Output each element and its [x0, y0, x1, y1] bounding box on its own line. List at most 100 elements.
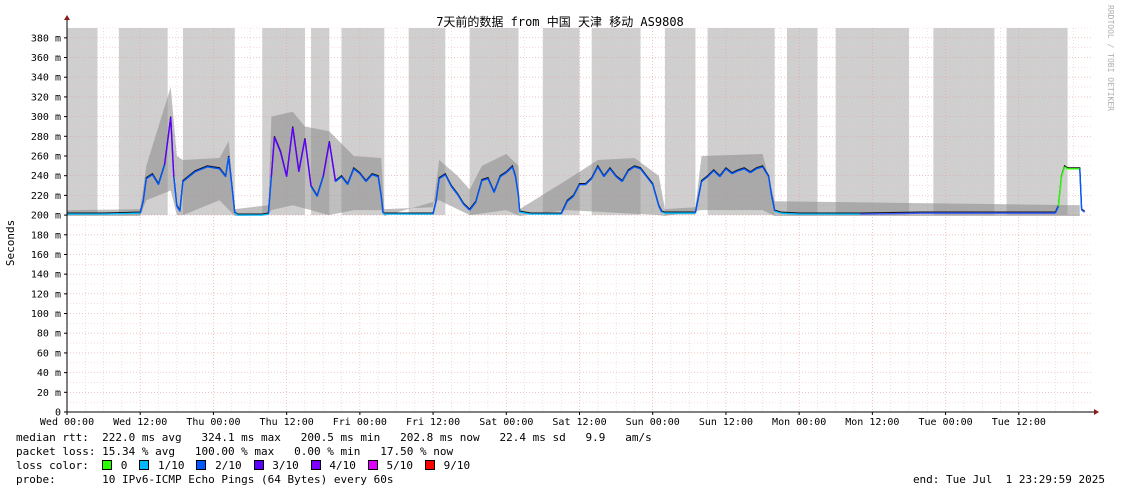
loss-color-segment	[145, 174, 153, 180]
loss-color-segment	[511, 166, 517, 177]
loss-color-segment	[328, 142, 337, 182]
loss-legend: 0 1/10 2/10 3/10 4/10 5/10 9/10	[102, 459, 482, 472]
loss-color-segment	[463, 203, 471, 211]
loss-legend-item: 3/10	[253, 459, 299, 472]
loss-color-segment	[572, 184, 581, 197]
loss-color-segment	[481, 177, 489, 182]
loss-color-segment	[163, 117, 172, 165]
loss-color-segment	[591, 166, 599, 179]
y-tick-label: 40 m	[37, 368, 61, 379]
loss-color-segment	[151, 174, 160, 185]
loss-color-segment	[142, 178, 148, 202]
loss-color-segment	[298, 139, 306, 172]
x-tick-label: Sun 12:00	[699, 417, 753, 428]
loss-color-segment	[505, 166, 513, 174]
loss-color-segment	[353, 168, 361, 175]
y-tick-label: 160 m	[31, 250, 61, 261]
loss-color-segment	[701, 176, 709, 183]
loss-color-segment	[634, 166, 641, 170]
probe-label: probe:	[16, 473, 56, 486]
loss-color-row: loss color: 0 1/10 2/10 3/10 4/10 5/10 9…	[16, 459, 482, 473]
loss-color-segment	[182, 171, 196, 183]
loss-color-segment	[365, 174, 373, 183]
loss-color-segment	[694, 181, 703, 214]
x-tick-label: Sat 12:00	[552, 417, 606, 428]
loss-color-segment	[771, 196, 776, 212]
y-tick-label: 360 m	[31, 53, 61, 64]
loss-swatch	[424, 460, 435, 470]
loss-color-segment	[1064, 166, 1068, 170]
y-tick-label: 100 m	[31, 309, 61, 320]
loss-legend-item: 1/10	[139, 459, 184, 472]
loss-band	[664, 28, 696, 216]
y-tick-label: 60 m	[37, 348, 61, 359]
loss-color-segment	[341, 176, 349, 185]
loss-color-segment	[335, 176, 342, 183]
packet-loss-row: packet loss: 15.34 % avg 100.00 % max 0.…	[16, 445, 453, 459]
loss-color-segment	[860, 212, 922, 215]
loss-legend-label: 2/10	[208, 459, 242, 472]
loss-color-segment	[170, 117, 175, 177]
y-tick-label: 140 m	[31, 270, 61, 281]
axes	[64, 15, 1099, 415]
loss-color-segment	[780, 212, 800, 215]
loss-swatch	[253, 460, 264, 470]
x-tick-label: Mon 00:00	[772, 417, 826, 428]
loss-color-segment	[1054, 205, 1060, 214]
loss-color-segment	[262, 213, 269, 216]
loss-color-segment	[560, 201, 568, 215]
loss-swatch	[102, 460, 113, 470]
loss-color-segment	[435, 178, 440, 202]
loss-color-segment	[285, 127, 294, 177]
y-tick-label: 240 m	[31, 171, 61, 182]
loss-color-segment	[273, 137, 282, 153]
y-tick-label: 280 m	[31, 132, 61, 143]
loss-color-segment	[103, 212, 141, 215]
loss-color-segment	[658, 205, 663, 213]
loss-color-segment	[585, 178, 593, 186]
loss-swatch	[196, 460, 207, 470]
loss-color-segment	[761, 166, 770, 178]
loss-color-segment	[475, 180, 483, 203]
x-tick-label: Wed 12:00	[113, 417, 167, 428]
loss-color-segment	[157, 164, 166, 185]
loss-color-segment	[380, 196, 384, 214]
loss-color-segment	[774, 210, 782, 214]
x-tick-label: Tue 00:00	[918, 417, 972, 428]
loss-band	[786, 28, 818, 216]
loss-color-segment	[743, 168, 751, 174]
loss-color-segment	[139, 201, 144, 214]
loss-legend-item: 0	[102, 459, 127, 472]
loss-color-segment	[627, 166, 635, 172]
packet-loss-values: 15.34 % avg 100.00 % max 0.00 % min 17.5…	[102, 445, 454, 458]
loss-legend-item: 2/10	[196, 459, 242, 472]
y-tick-label: 200 m	[31, 211, 61, 222]
loss-color-segment	[316, 176, 324, 197]
packet-loss-label: packet loss:	[16, 445, 96, 458]
x-tick-label: Wed 00:00	[40, 417, 94, 428]
loss-color-segment	[359, 173, 367, 183]
loss-color-segment	[499, 172, 507, 178]
y-tick-label: 80 m	[37, 329, 61, 340]
loss-color-segment	[621, 170, 629, 182]
probe-value: 10 IPv6-ICMP Echo Pings (64 Bytes) every…	[102, 473, 394, 486]
loss-legend-label: 1/10	[151, 459, 185, 472]
x-tick-label: Fri 12:00	[406, 417, 460, 428]
loss-color-segment	[304, 139, 312, 187]
y-tick-label: 340 m	[31, 73, 61, 84]
loss-legend-label: 4/10	[322, 459, 356, 472]
loss-color-segment	[173, 176, 178, 207]
loss-color-segment	[615, 176, 623, 183]
x-tick-label: Mon 12:00	[845, 417, 899, 428]
y-tick-label: 20 m	[37, 388, 61, 399]
y-tick-label: 380 m	[31, 33, 61, 44]
loss-color-segment	[438, 174, 446, 180]
loss-color-segment	[514, 176, 520, 197]
x-tick-label: Fri 00:00	[333, 417, 387, 428]
loss-color-segment	[737, 168, 745, 172]
y-tick-label: 180 m	[31, 230, 61, 241]
loss-color-segment	[322, 142, 331, 177]
loss-color-segment	[267, 176, 273, 215]
x-tick-labels: Wed 00:00 Wed 12:00 Thu 00:00 Thu 12:00 Fri …	[40, 417, 1046, 428]
